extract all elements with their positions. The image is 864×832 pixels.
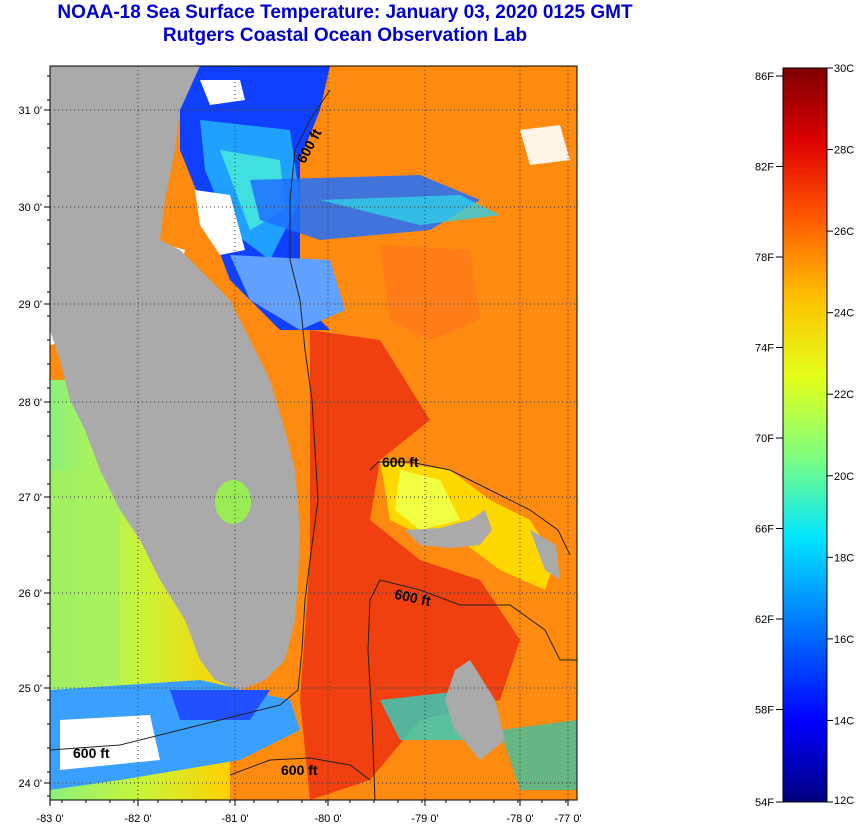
cloud-patch (195, 190, 245, 255)
map-subtitle: Rutgers Coastal Ocean Observation Lab (162, 25, 528, 46)
map-title: NOAA-18 Sea Surface Temperature: January… (57, 2, 633, 23)
lat-label: 26 0' (18, 588, 42, 600)
contour-label: 600 ft (281, 762, 318, 778)
lat-label: 25 0' (18, 683, 42, 695)
lon-label: -78 0' (506, 813, 533, 825)
colorbar-f-label: 70F (755, 433, 774, 445)
colorbar-c-label: 30C (834, 63, 854, 75)
lat-label: 28 0' (18, 397, 42, 409)
lake-okeechobee (215, 480, 251, 524)
colorbar: 86F 82F 78F 74F 70F 66F 62F 58F 54F 30C 28C 26C 24C 2… (755, 63, 854, 809)
colorbar-f-label: 58F (755, 705, 774, 717)
lon-label: -82 0' (124, 813, 151, 825)
colorbar-c-label: 12C (834, 795, 854, 807)
map-frame (49, 65, 578, 801)
contour-label: 600 ft (73, 745, 110, 761)
colorbar-c-label: 16C (834, 634, 854, 646)
depth-contour-600ft (50, 89, 577, 800)
colorbar-f-label: 82F (755, 162, 774, 174)
contour-label: 600 ft (393, 586, 432, 609)
colorbar-f-label: 86F (755, 71, 774, 83)
sst-image (50, 66, 577, 800)
axis-labels: 31 0' 30 0' 29 0' 28 0' 27 0' 26 0' 25 0' 24 0'… (18, 105, 581, 825)
colorbar-c-label: 28C (834, 145, 854, 157)
colorbar-c-label: 20C (834, 471, 854, 483)
contour-label: 600 ft (382, 454, 419, 470)
lat-label: 24 0' (18, 778, 42, 790)
colorbar-f-label: 62F (755, 614, 774, 626)
colorbar-gradient (782, 67, 828, 803)
lat-label: 29 0' (18, 299, 42, 311)
lon-label: -77 0' (554, 813, 581, 825)
lon-label: -80 0' (314, 813, 341, 825)
colorbar-f-label: 66F (755, 524, 774, 536)
colorbar-c-label: 26C (834, 226, 854, 238)
lon-label: -83 0' (36, 813, 63, 825)
lon-label: -79 0' (411, 813, 438, 825)
colorbar-c-label: 14C (834, 715, 854, 727)
colorbar-c-label: 24C (834, 308, 854, 320)
colorbar-f-label: 54F (755, 797, 774, 809)
colorbar-f-label: 78F (755, 252, 774, 264)
colorbar-c-label: 18C (834, 552, 854, 564)
colorbar-c-label: 22C (834, 389, 854, 401)
colorbar-f-label: 74F (755, 343, 774, 355)
lat-label: 30 0' (18, 202, 42, 214)
lon-label: -81 0' (221, 813, 248, 825)
lat-label: 31 0' (18, 105, 42, 117)
lat-label: 27 0' (18, 492, 42, 504)
florida-land (50, 66, 300, 690)
bahamas-land (405, 510, 492, 548)
